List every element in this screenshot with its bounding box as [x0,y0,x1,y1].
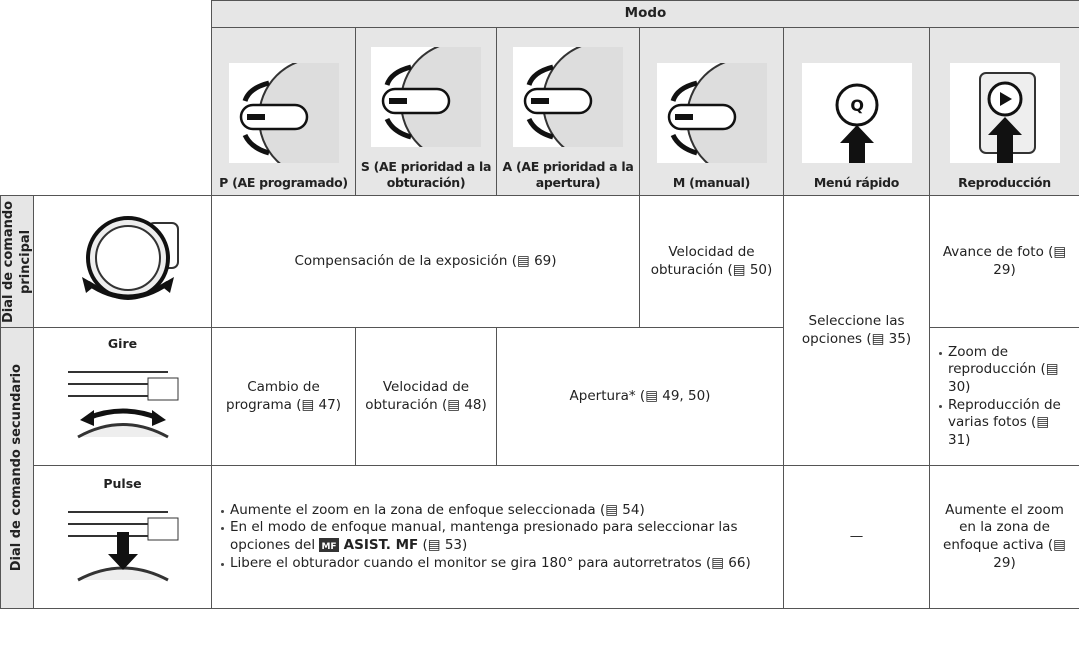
cell: Seleccione las opciones (▤ 35) [784,196,930,466]
cell: Velocidad de obturación (▤ 48) [356,328,497,466]
action-label: Pulse [36,476,209,492]
column-header: A (AE prioridad a la apertura) [497,28,640,196]
row-label: Dial de comando secundario [9,364,26,571]
cell: Avance de foto (▤ 29) [930,196,1079,328]
list-item: Libere el obturador cuando el monitor se… [230,555,777,573]
play-button-icon [950,63,1060,163]
column-label: S (AE prioridad a la obturación) [361,159,491,190]
row-image: Pulse [34,466,212,609]
column-header: Reproducción [930,28,1079,196]
mf-icon: MF [319,538,339,552]
list-item: En el modo de enfoque manual, mantenga p… [230,519,777,554]
cell: Cambio de programa (▤ 47) [212,328,356,466]
list-item: Zoom de reproducción (▤ 30) [948,344,1073,397]
bold-text: ASIST. MF [344,537,419,553]
mode-table: Modo P (AE programado) S (AE prioridad a… [0,0,1079,609]
dial-icon [513,47,623,147]
cell: Aumente el zoom en la zona de enfoque ac… [930,466,1079,609]
list-item: Reproducción de varias fotos (▤ 31) [948,397,1073,450]
corner [1,1,212,196]
mf-icon-text: MF [322,542,337,552]
dial-icon [229,63,339,163]
column-header: M (manual) [640,28,784,196]
action-label: Gire [36,336,209,352]
cell: — [784,466,930,609]
row-header: Dial de comando secundario [1,328,34,609]
cell: Velocidad de obturación (▤ 50) [640,196,784,328]
column-label: Reproducción [958,175,1051,190]
text: En el modo de enfoque manual, mantenga p… [230,519,737,553]
ref: (▤ 53) [423,537,468,553]
dial-icon [657,63,767,163]
page: Modo P (AE programado) S (AE prioridad a… [0,0,1079,608]
list-item: Aumente el zoom en la zona de enfoque se… [230,502,777,520]
column-label: A (AE prioridad a la apertura) [503,159,634,190]
column-label: P (AE programado) [219,175,348,190]
cell: Apertura* (▤ 49, 50) [497,328,784,466]
column-header: P (AE programado) [212,28,356,196]
dial-icon [371,47,481,147]
main-dial-icon [48,203,198,315]
q-button-icon: Q [802,63,912,163]
list: Zoom de reproducción (▤ 30)Reproducción … [936,344,1073,449]
sub-dial-press-icon [48,492,198,592]
column-header: Q Menú rápido [784,28,930,196]
cell: Aumente el zoom en la zona de enfoque se… [212,466,784,609]
sub-dial-icon [48,352,198,452]
mode-header: Modo [212,1,1079,28]
cell: Zoom de reproducción (▤ 30)Reproducción … [930,328,1079,466]
column-label: M (manual) [673,175,750,190]
column-label: Menú rápido [814,175,899,190]
svg-text:Q: Q [850,96,863,115]
column-header: S (AE prioridad a la obturación) [356,28,497,196]
row-header: Dial de comando principal [1,196,34,328]
row-image: Gire [34,328,212,466]
list: Aumente el zoom en la zona de enfoque se… [218,502,777,572]
row-image [34,196,212,328]
row-label: Dial de comando principal [1,196,35,327]
cell: Compensación de la exposición (▤ 69) [212,196,640,328]
